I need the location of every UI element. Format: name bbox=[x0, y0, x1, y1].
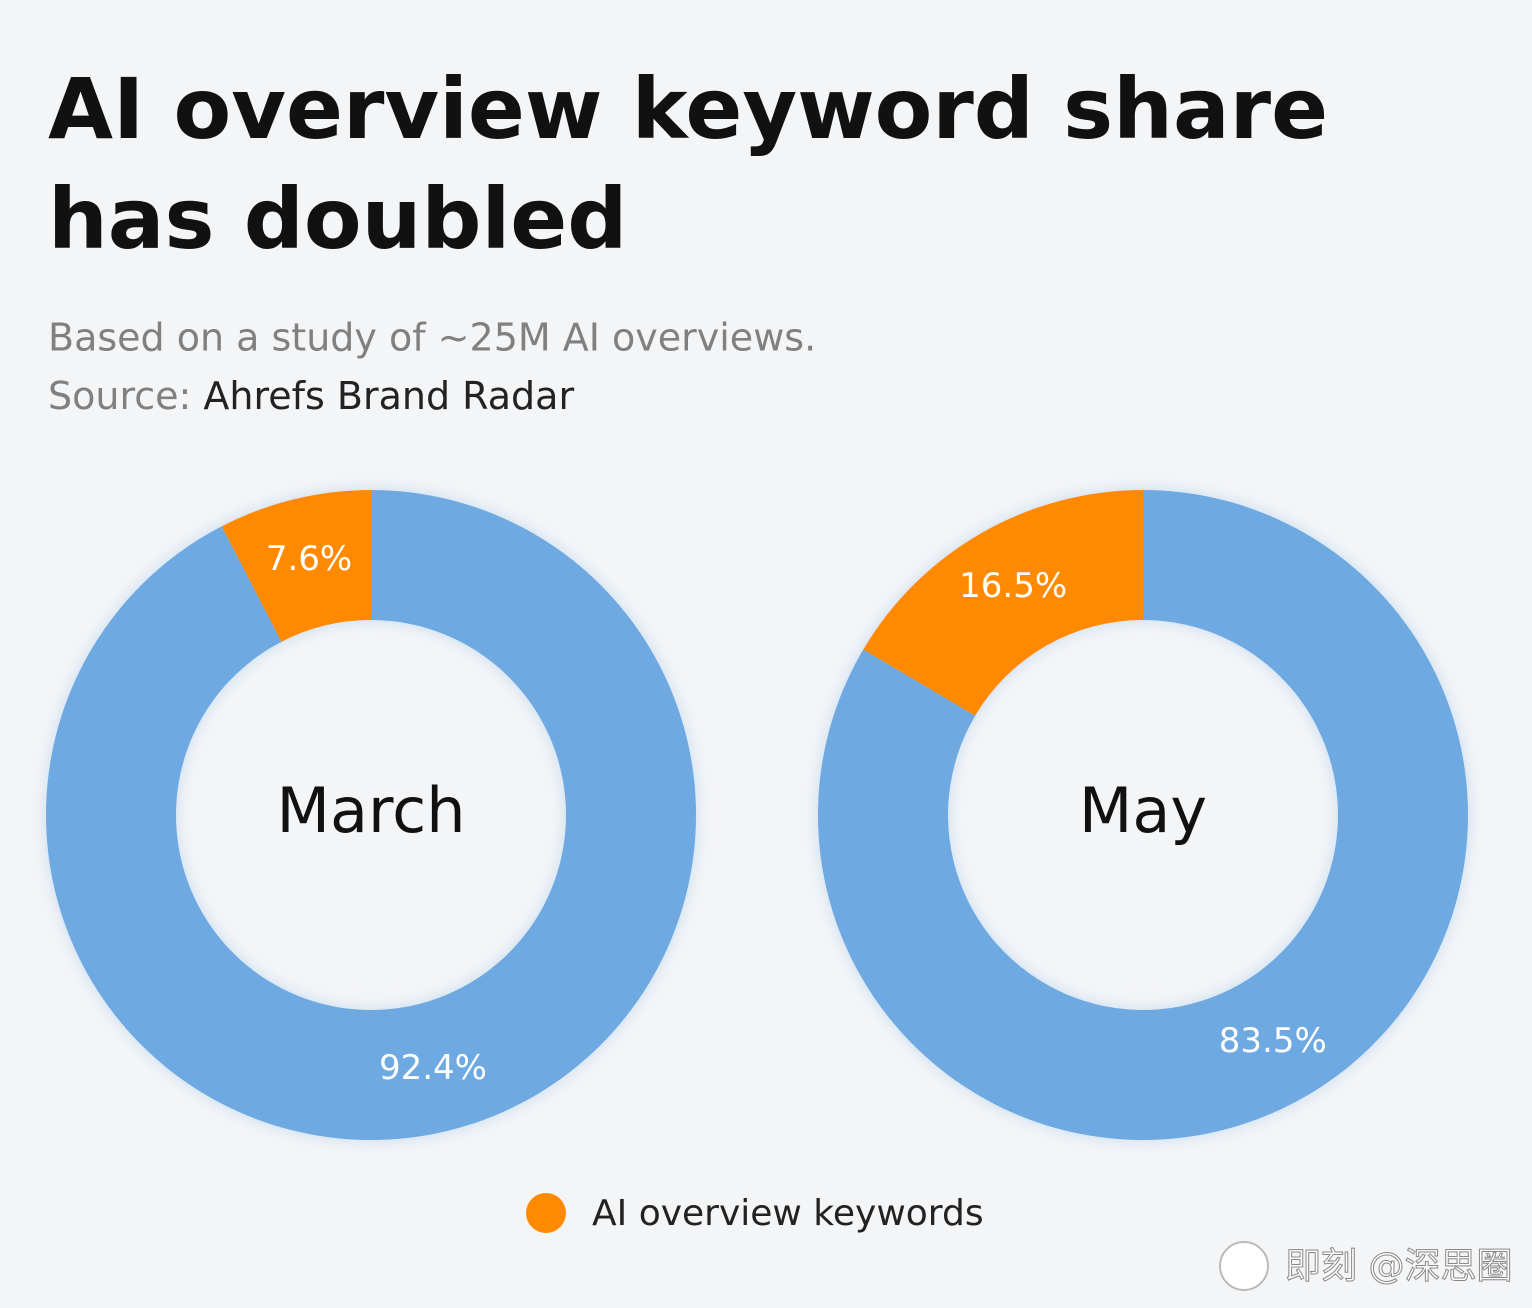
source-label: Source: bbox=[48, 374, 191, 418]
slice bbox=[221, 490, 371, 642]
value-label: 92.4% bbox=[379, 1048, 487, 1088]
source: Ahrefs Brand Radar bbox=[203, 374, 574, 418]
center-label: May bbox=[1079, 774, 1207, 847]
legend-label: AI overview keywords bbox=[592, 1193, 984, 1234]
value-label: 16.5% bbox=[959, 566, 1067, 606]
title: AI overview keyword share has doubled bbox=[48, 60, 1328, 268]
value-label: 83.5% bbox=[1219, 1021, 1327, 1061]
watermark-icon bbox=[1219, 1241, 1269, 1291]
slice bbox=[863, 490, 1143, 716]
slice bbox=[45, 490, 696, 1140]
subtitle: Based on a study of ~25M AI overviews. bbox=[48, 316, 816, 360]
slice bbox=[818, 490, 1468, 1140]
donut bbox=[818, 490, 1468, 1140]
legend-swatch bbox=[526, 1193, 566, 1233]
title-line: AI overview keyword share bbox=[48, 60, 1328, 158]
watermark: 即刻 @深思圈 bbox=[1285, 1246, 1512, 1287]
value-label: 7.6% bbox=[266, 539, 352, 579]
source-line: Source: Ahrefs Brand Radar bbox=[48, 374, 574, 418]
donut bbox=[45, 490, 696, 1140]
center-label: March bbox=[277, 774, 466, 847]
title-line: has doubled bbox=[48, 170, 627, 268]
charts: 7.6% 92.4% March 16.5% 83.5% May bbox=[45, 490, 1468, 1140]
